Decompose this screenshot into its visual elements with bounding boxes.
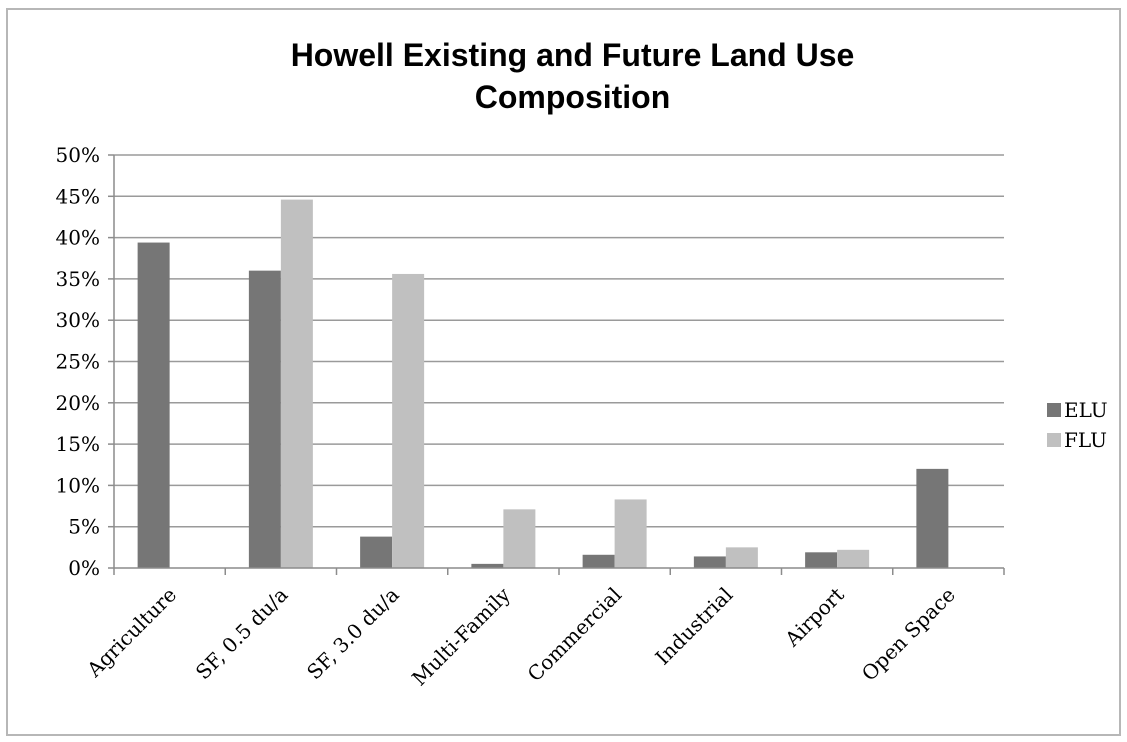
- x-tick-label: SF, 0.5 du/a: [191, 583, 293, 685]
- legend-label-elu: ELU: [1064, 398, 1108, 422]
- bar-elu: [693, 556, 726, 568]
- y-tick-label: 5%: [68, 515, 100, 539]
- y-tick-label: 15%: [56, 432, 100, 456]
- x-tick-label: Agriculture: [81, 583, 181, 683]
- bar-flu: [837, 549, 870, 568]
- y-tick-label: 30%: [56, 308, 100, 332]
- legend-label-flu: FLU: [1064, 428, 1107, 452]
- y-tick-label: 45%: [56, 184, 100, 208]
- bars: [137, 199, 949, 568]
- y-tick-label: 40%: [56, 226, 100, 250]
- x-tick-labels: Agriculture SF, 0.5 du/a SF, 3.0 du/a Multi…: [81, 582, 959, 690]
- x-tick-label: Commercial: [523, 583, 627, 687]
- bar-flu: [614, 499, 647, 568]
- y-tick-label: 50%: [56, 143, 100, 167]
- chart-frame: [6, 8, 1121, 736]
- bar-elu: [805, 552, 838, 568]
- x-tick-label: Open Space: [857, 583, 960, 686]
- bar-elu: [248, 270, 281, 568]
- y-tick-label: 35%: [56, 267, 100, 291]
- bar-elu: [471, 563, 504, 568]
- bar-flu: [725, 547, 758, 568]
- legend-swatch-elu: [1047, 403, 1061, 417]
- x-tick-label: SF, 3.0 du/a: [302, 583, 404, 685]
- y-tick-label: 25%: [56, 350, 100, 374]
- bar-elu: [137, 242, 170, 568]
- chart-title-line-2: Composition: [474, 79, 671, 115]
- x-tick-label: Airport: [779, 583, 848, 652]
- bar-flu: [392, 273, 425, 568]
- bar-elu: [360, 536, 393, 568]
- bar-flu: [503, 509, 536, 568]
- y-tick-label: 20%: [56, 391, 100, 415]
- y-tick-labels: 0% 5% 10% 15% 20% 25% 30% 35% 40% 45% 50%: [56, 143, 100, 580]
- bar-elu: [582, 554, 615, 568]
- y-tick-label: 0%: [68, 556, 100, 580]
- bar-elu: [916, 468, 949, 568]
- chart-title: Howell Existing and Future Land Use Comp…: [0, 34, 1127, 118]
- y-tick-label: 10%: [56, 473, 100, 497]
- x-tick-label: Industrial: [650, 583, 737, 670]
- gridlines: [114, 154, 1004, 528]
- axes: [108, 154, 1005, 575]
- legend-swatch-flu: [1047, 433, 1061, 447]
- chart-title-line-1: Howell Existing and Future Land Use: [290, 37, 855, 73]
- bar-flu: [280, 199, 313, 568]
- legend: ELU FLU: [1047, 398, 1108, 452]
- x-tick-label: Multi-Family: [407, 582, 515, 690]
